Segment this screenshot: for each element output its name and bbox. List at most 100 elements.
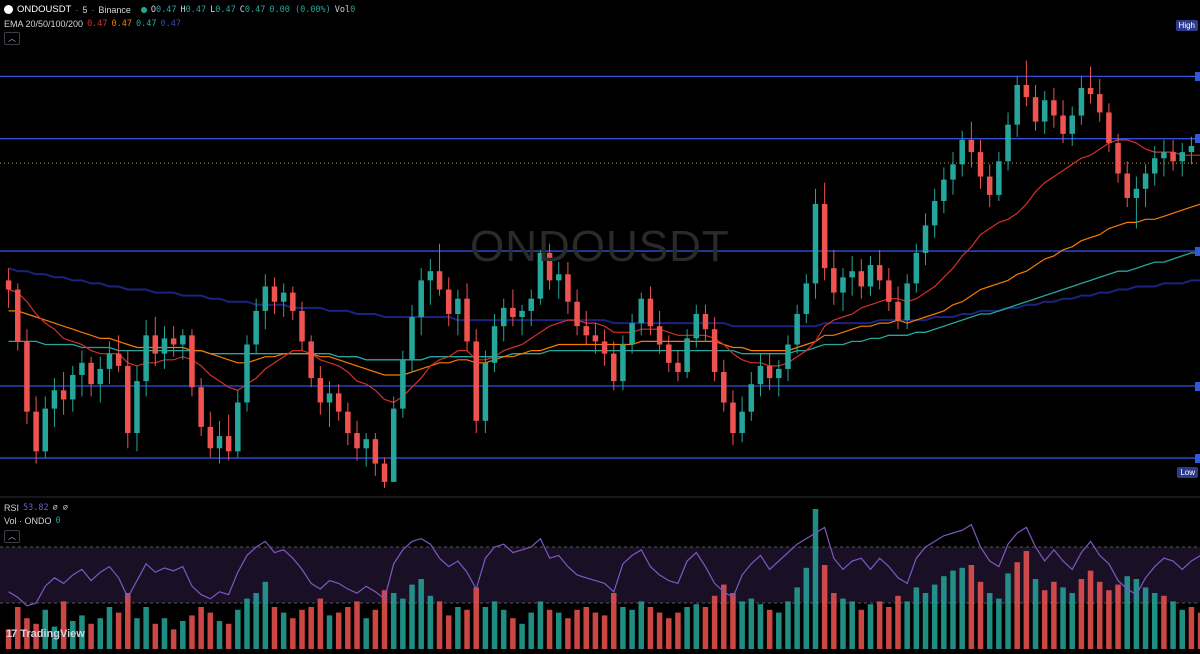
candle bbox=[730, 390, 736, 446]
candle-body bbox=[638, 298, 645, 324]
rsi-band-fill bbox=[0, 547, 1200, 603]
candle-body bbox=[1051, 100, 1057, 116]
candle bbox=[51, 378, 58, 427]
volume-bar bbox=[79, 615, 85, 649]
interval-label[interactable]: 5 bbox=[82, 4, 88, 15]
candle-body bbox=[170, 338, 177, 345]
volume-bar bbox=[106, 607, 113, 649]
rsi-legend-name[interactable]: RSI bbox=[4, 503, 20, 513]
candle bbox=[693, 304, 700, 348]
candle bbox=[821, 182, 828, 281]
candle-body bbox=[592, 335, 599, 342]
volume-bar bbox=[922, 593, 929, 649]
volume-bar bbox=[189, 615, 195, 649]
volume-bar bbox=[601, 615, 608, 649]
volume-bar bbox=[455, 607, 461, 649]
volume-bar bbox=[711, 595, 718, 649]
candle-body bbox=[849, 271, 855, 278]
volume-bar bbox=[1041, 590, 1048, 649]
candle bbox=[757, 353, 764, 397]
volume-bar bbox=[225, 623, 232, 649]
volume-bar bbox=[400, 598, 406, 649]
ema-legend-name[interactable]: EMA 20/50/100/200 bbox=[4, 19, 84, 29]
candle bbox=[409, 304, 415, 372]
candle bbox=[1087, 66, 1094, 104]
candle-body bbox=[445, 289, 452, 314]
candle bbox=[317, 365, 324, 415]
volume-legend[interactable]: Vol · ONDO 0 bbox=[4, 516, 61, 526]
volume-bar bbox=[803, 567, 810, 649]
volume-header: Vol0 bbox=[335, 5, 355, 15]
candle-body bbox=[629, 323, 635, 345]
candle-body bbox=[986, 176, 993, 195]
collapse-indicator-legend-button[interactable]: ︿ bbox=[4, 530, 20, 543]
rsi-legend[interactable]: RSI 53.82 ∅ ∅ bbox=[4, 503, 68, 513]
ohlc-low-value: 0.47 bbox=[215, 4, 236, 15]
level-axis-marker[interactable] bbox=[1195, 71, 1200, 81]
candle bbox=[152, 317, 159, 366]
level-axis-marker[interactable] bbox=[1195, 134, 1200, 144]
candle-body bbox=[409, 317, 415, 360]
candle-body bbox=[913, 252, 920, 284]
level-axis-marker[interactable] bbox=[1195, 381, 1200, 391]
rsi-legend-value: 53.82 bbox=[23, 503, 49, 513]
candle-body bbox=[803, 283, 810, 314]
volume-bar bbox=[785, 601, 791, 649]
candle bbox=[803, 274, 810, 324]
candle bbox=[1023, 60, 1030, 107]
candle bbox=[656, 310, 663, 354]
candle bbox=[675, 350, 681, 382]
candle-body bbox=[1115, 142, 1121, 174]
volume-bar bbox=[473, 587, 479, 649]
candle-body bbox=[941, 179, 947, 201]
symbol-name[interactable]: ONDOUSDT bbox=[17, 4, 72, 15]
candle-body bbox=[895, 301, 901, 321]
candle bbox=[482, 350, 489, 434]
candle-body bbox=[1014, 84, 1020, 125]
candle-body bbox=[904, 283, 910, 321]
candle-body bbox=[776, 368, 782, 379]
candle-body bbox=[1041, 100, 1048, 122]
volume-bar bbox=[390, 593, 397, 649]
volume-bar bbox=[574, 609, 580, 649]
candle-body bbox=[574, 301, 580, 327]
volume-bar bbox=[1197, 612, 1200, 649]
symbol-legend[interactable]: ONDOUSDT · 5 · Binance O0.47 H0.47 L0.47… bbox=[4, 4, 355, 15]
ohlc-open: O0.47 bbox=[151, 5, 177, 15]
candle-body bbox=[326, 393, 333, 403]
volume-legend-name[interactable]: Vol · ONDO bbox=[4, 516, 52, 526]
candle bbox=[70, 365, 76, 412]
candle bbox=[849, 255, 855, 296]
volume-bar bbox=[766, 609, 773, 649]
candle-body bbox=[345, 411, 351, 434]
level-axis-marker[interactable] bbox=[1195, 453, 1200, 463]
candle-body bbox=[766, 365, 773, 379]
collapse-legend-button[interactable]: ︿ bbox=[4, 32, 20, 45]
candle-body bbox=[354, 433, 360, 449]
ema50-value: 0.47 bbox=[111, 19, 133, 29]
candle-body bbox=[1096, 94, 1103, 113]
volume-bar bbox=[739, 601, 745, 649]
ohlc-close: C0.47 bbox=[240, 5, 266, 15]
tradingview-logo[interactable]: 17 TradingView bbox=[6, 628, 85, 640]
candle-body bbox=[858, 271, 865, 287]
volume-bar bbox=[491, 601, 498, 649]
candle-body bbox=[693, 313, 700, 339]
candle bbox=[941, 167, 947, 214]
chevron-up-icon: ︿ bbox=[8, 532, 16, 541]
level-axis-marker[interactable] bbox=[1195, 246, 1200, 256]
candle-body bbox=[812, 204, 819, 284]
candle-body bbox=[739, 411, 745, 434]
volume-bar bbox=[647, 607, 654, 649]
candle bbox=[684, 329, 690, 379]
candle bbox=[464, 283, 470, 351]
candle bbox=[592, 323, 599, 354]
volume-bar bbox=[510, 618, 516, 649]
candle-body bbox=[280, 292, 287, 302]
volume-bar bbox=[968, 565, 975, 649]
candle bbox=[235, 390, 241, 458]
candle bbox=[931, 188, 938, 238]
ema-legend[interactable]: EMA 20/50/100/200 0.47 0.47 0.47 0.47 bbox=[4, 19, 181, 29]
